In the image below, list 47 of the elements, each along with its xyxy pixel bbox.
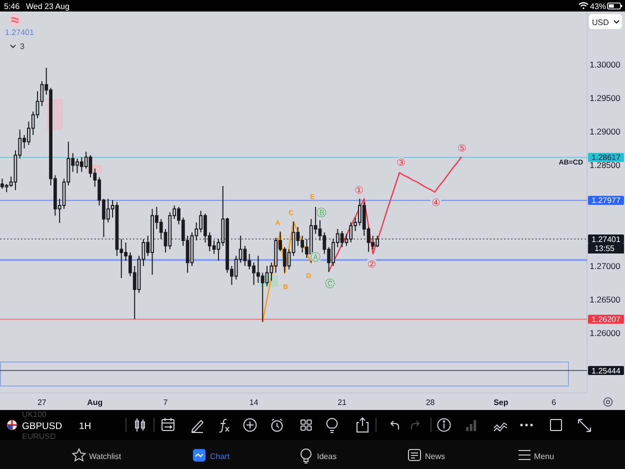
text: 13:55 (594, 244, 616, 253)
ref-line-label: 1.27401 (592, 234, 622, 244)
text: Chart (210, 452, 230, 461)
candlestick (340, 230, 344, 248)
text: 1H (79, 421, 92, 432)
x-tick-label: 7 (163, 398, 168, 407)
text: GBPUSD (22, 421, 62, 432)
candlestick (349, 222, 353, 243)
y-tick-label: 1.29500 (590, 92, 621, 103)
text: UK100 (22, 410, 48, 419)
annotation: ⑤ (458, 144, 467, 154)
x-tick-label: 21 (338, 398, 348, 407)
annotation: ① (354, 186, 364, 196)
annotation: Ⓑ (316, 206, 327, 219)
x-tick-label: 6 (552, 398, 557, 407)
x-tick-label: Aug (87, 398, 103, 407)
text: 5:46 (4, 2, 20, 11)
annotation: ② (367, 260, 376, 270)
annotation: Ⓒ (325, 278, 335, 290)
x-tick-label: 14 (249, 398, 259, 407)
ref-line-label: 1.26207 (592, 315, 622, 324)
annotation: ④ (432, 198, 441, 210)
ref-line-label: 1.25444 (592, 366, 622, 376)
x-tick-label: 27 (37, 398, 47, 407)
ref-line-label: 1.27977 (592, 196, 622, 206)
text: Menu (534, 452, 554, 461)
text: USD (592, 18, 610, 27)
text: 43% (590, 2, 606, 11)
y-tick-label: 1.26500 (590, 294, 621, 305)
y-tick-label: 1.30000 (590, 59, 621, 70)
x-tick-label: 28 (426, 398, 436, 407)
x-tick-label: Sep (494, 398, 508, 407)
y-tick-label: 1.27000 (590, 260, 621, 271)
annotation: Ⓐ (310, 252, 321, 264)
line-series (328, 156, 462, 272)
ref-line-label: 1.28617 (592, 153, 622, 162)
annotation: 1.27401 (5, 28, 34, 37)
annotation: ③ (396, 158, 406, 170)
text: Wed 23 Aug (26, 2, 70, 11)
text: EURUSD (22, 432, 56, 441)
text: Watchlist (89, 452, 122, 461)
annotation: 3 (20, 42, 25, 51)
y-tick-label: 1.26000 (590, 328, 621, 338)
text: News (425, 452, 446, 461)
y-tick-label: 1.28500 (590, 160, 621, 170)
y-tick-label: 1.29000 (590, 126, 621, 137)
text: Ideas (317, 452, 337, 461)
